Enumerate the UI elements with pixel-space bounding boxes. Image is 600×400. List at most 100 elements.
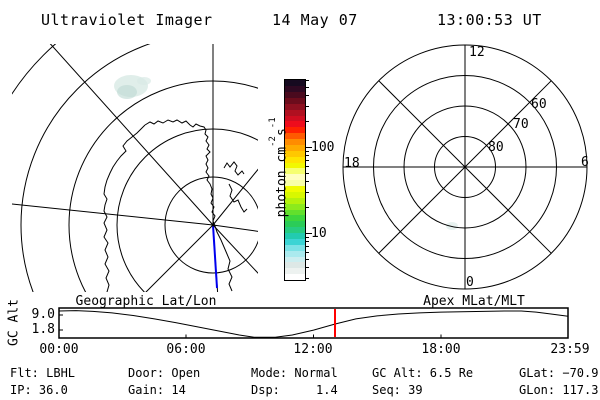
app-title: Ultraviolet Imager — [41, 11, 213, 29]
status-glat: GLat: −70.9 — [519, 366, 599, 380]
mlt-label-18: 18 — [344, 156, 360, 171]
colorbar-band — [285, 180, 305, 186]
colorbar-band — [285, 215, 305, 222]
colorbar-band — [285, 144, 305, 151]
colorbar-minor-tick — [306, 160, 309, 162]
colorbar — [284, 79, 306, 281]
mlt-label-6: 6 — [581, 155, 589, 170]
colorbar-band — [285, 268, 305, 275]
colorbar-minor-tick — [306, 252, 309, 254]
colorbar-band — [285, 168, 305, 175]
mlt-label-0: 0 — [466, 275, 474, 290]
coastline — [104, 120, 247, 298]
unit-exp-1: -1 — [268, 117, 278, 129]
colorbar-minor-tick — [306, 121, 309, 123]
status-gcalt: GC Alt: 6.5 Re — [372, 366, 474, 380]
apex-polar-grid — [343, 45, 587, 289]
colorbar-band — [285, 115, 305, 122]
colorbar-minor-tick — [306, 191, 309, 193]
colorbar-band — [285, 233, 305, 239]
colorbar-minor-tick — [306, 246, 309, 248]
geographic-polar-map — [0, 0, 461, 400]
colorbar-band — [285, 133, 305, 139]
colorbar-band — [285, 80, 305, 87]
colorbar-band — [285, 244, 305, 251]
colorbar-band — [285, 162, 305, 169]
colorbar-minor-tick — [306, 86, 309, 88]
colorbar-minor-tick — [306, 267, 309, 269]
colorbar-band — [285, 174, 305, 181]
ytick-9: 9.0 — [31, 307, 55, 322]
colorbar-band — [285, 97, 305, 104]
gc-alt-axis-label: GC Alt — [6, 299, 22, 346]
colorbar-minor-tick — [306, 150, 309, 152]
colorbar-minor-tick — [306, 236, 309, 238]
aurora-smudge-small — [446, 222, 458, 230]
mlt-label-12: 12 — [469, 45, 485, 60]
colorbar-band — [285, 227, 305, 233]
unit-text: photon cm — [274, 146, 290, 218]
colorbar-minor-tick — [306, 181, 309, 183]
status-gain: Gain: 14 — [128, 383, 186, 397]
colorbar-band — [285, 156, 305, 163]
mlat-ring-label-80: 80 — [488, 140, 504, 155]
colorbar-band — [285, 150, 305, 157]
colorbar-minor-tick — [306, 258, 309, 260]
colorbar-minor-tick — [306, 241, 309, 243]
highlighted-meridian — [213, 225, 217, 288]
status-ip: IP: 36.0 — [10, 383, 68, 397]
colorbar-minor-tick — [306, 207, 309, 209]
status-door: Door: Open — [128, 366, 201, 380]
colorbar-unit-label: photon cm-2s-1 — [258, 83, 289, 283]
gc-alt-plot — [59, 308, 568, 338]
status-glon: GLon: 117.3 — [519, 383, 599, 397]
xtick-1800: 18:00 — [421, 342, 461, 357]
colorbar-band — [285, 191, 305, 198]
colorbar-band — [285, 127, 305, 134]
xtick-0600: 06:00 — [166, 342, 206, 357]
colorbar-minor-tick — [306, 155, 309, 157]
colorbar-ticks — [306, 80, 314, 280]
status-seq: Seq: 39 — [372, 383, 423, 397]
right-plot-title: Apex MLat/MLT — [423, 294, 525, 309]
colorbar-band — [285, 197, 305, 204]
mlat-ring-label-70: 70 — [513, 117, 529, 132]
colorbar-major-tick — [306, 147, 312, 148]
colorbar-band — [285, 121, 305, 128]
colorbar-band — [285, 109, 305, 116]
colorbar-tick-label-100: 100 — [311, 140, 335, 155]
unit-text-s: s — [274, 128, 290, 137]
colorbar-tick-label-10: 10 — [311, 226, 327, 241]
ytick-1.8: 1.8 — [31, 322, 55, 337]
mlat-ring-label-60: 60 — [531, 97, 547, 112]
meridian-grid-lines — [0, 0, 461, 400]
left-plot-title: Geographic Lat/Lon — [75, 294, 217, 309]
colorbar-band — [285, 250, 305, 257]
status-mode: Mode: Normal — [251, 366, 338, 380]
colorbar-band — [285, 103, 305, 110]
aurora-smudge — [114, 75, 151, 99]
colorbar-minor-tick — [306, 166, 309, 168]
colorbar-minor-tick — [306, 172, 309, 174]
colorbar-band — [285, 238, 305, 245]
colorbar-minor-tick — [306, 277, 309, 279]
xtick-1200: 12:00 — [293, 342, 333, 357]
colorbar-band — [285, 209, 305, 216]
colorbar-band — [285, 262, 305, 269]
pole-point — [211, 223, 215, 227]
colorbar-band — [285, 221, 305, 228]
colorbar-band — [285, 203, 305, 210]
xtick-0000: 00:00 — [39, 342, 79, 357]
time-label: 13:00:53 UT — [437, 11, 542, 29]
axis-ticks — [59, 315, 441, 338]
colorbar-band — [285, 86, 305, 92]
status-flt: Flt: LBHL — [10, 366, 76, 380]
colorbar-band — [285, 92, 305, 98]
status-dsp: Dsp: 1.4 — [251, 383, 338, 397]
colorbar-band — [285, 274, 305, 280]
colorbar-band — [285, 139, 305, 145]
colorbar-minor-tick — [306, 80, 309, 82]
colorbar-band — [285, 256, 305, 263]
